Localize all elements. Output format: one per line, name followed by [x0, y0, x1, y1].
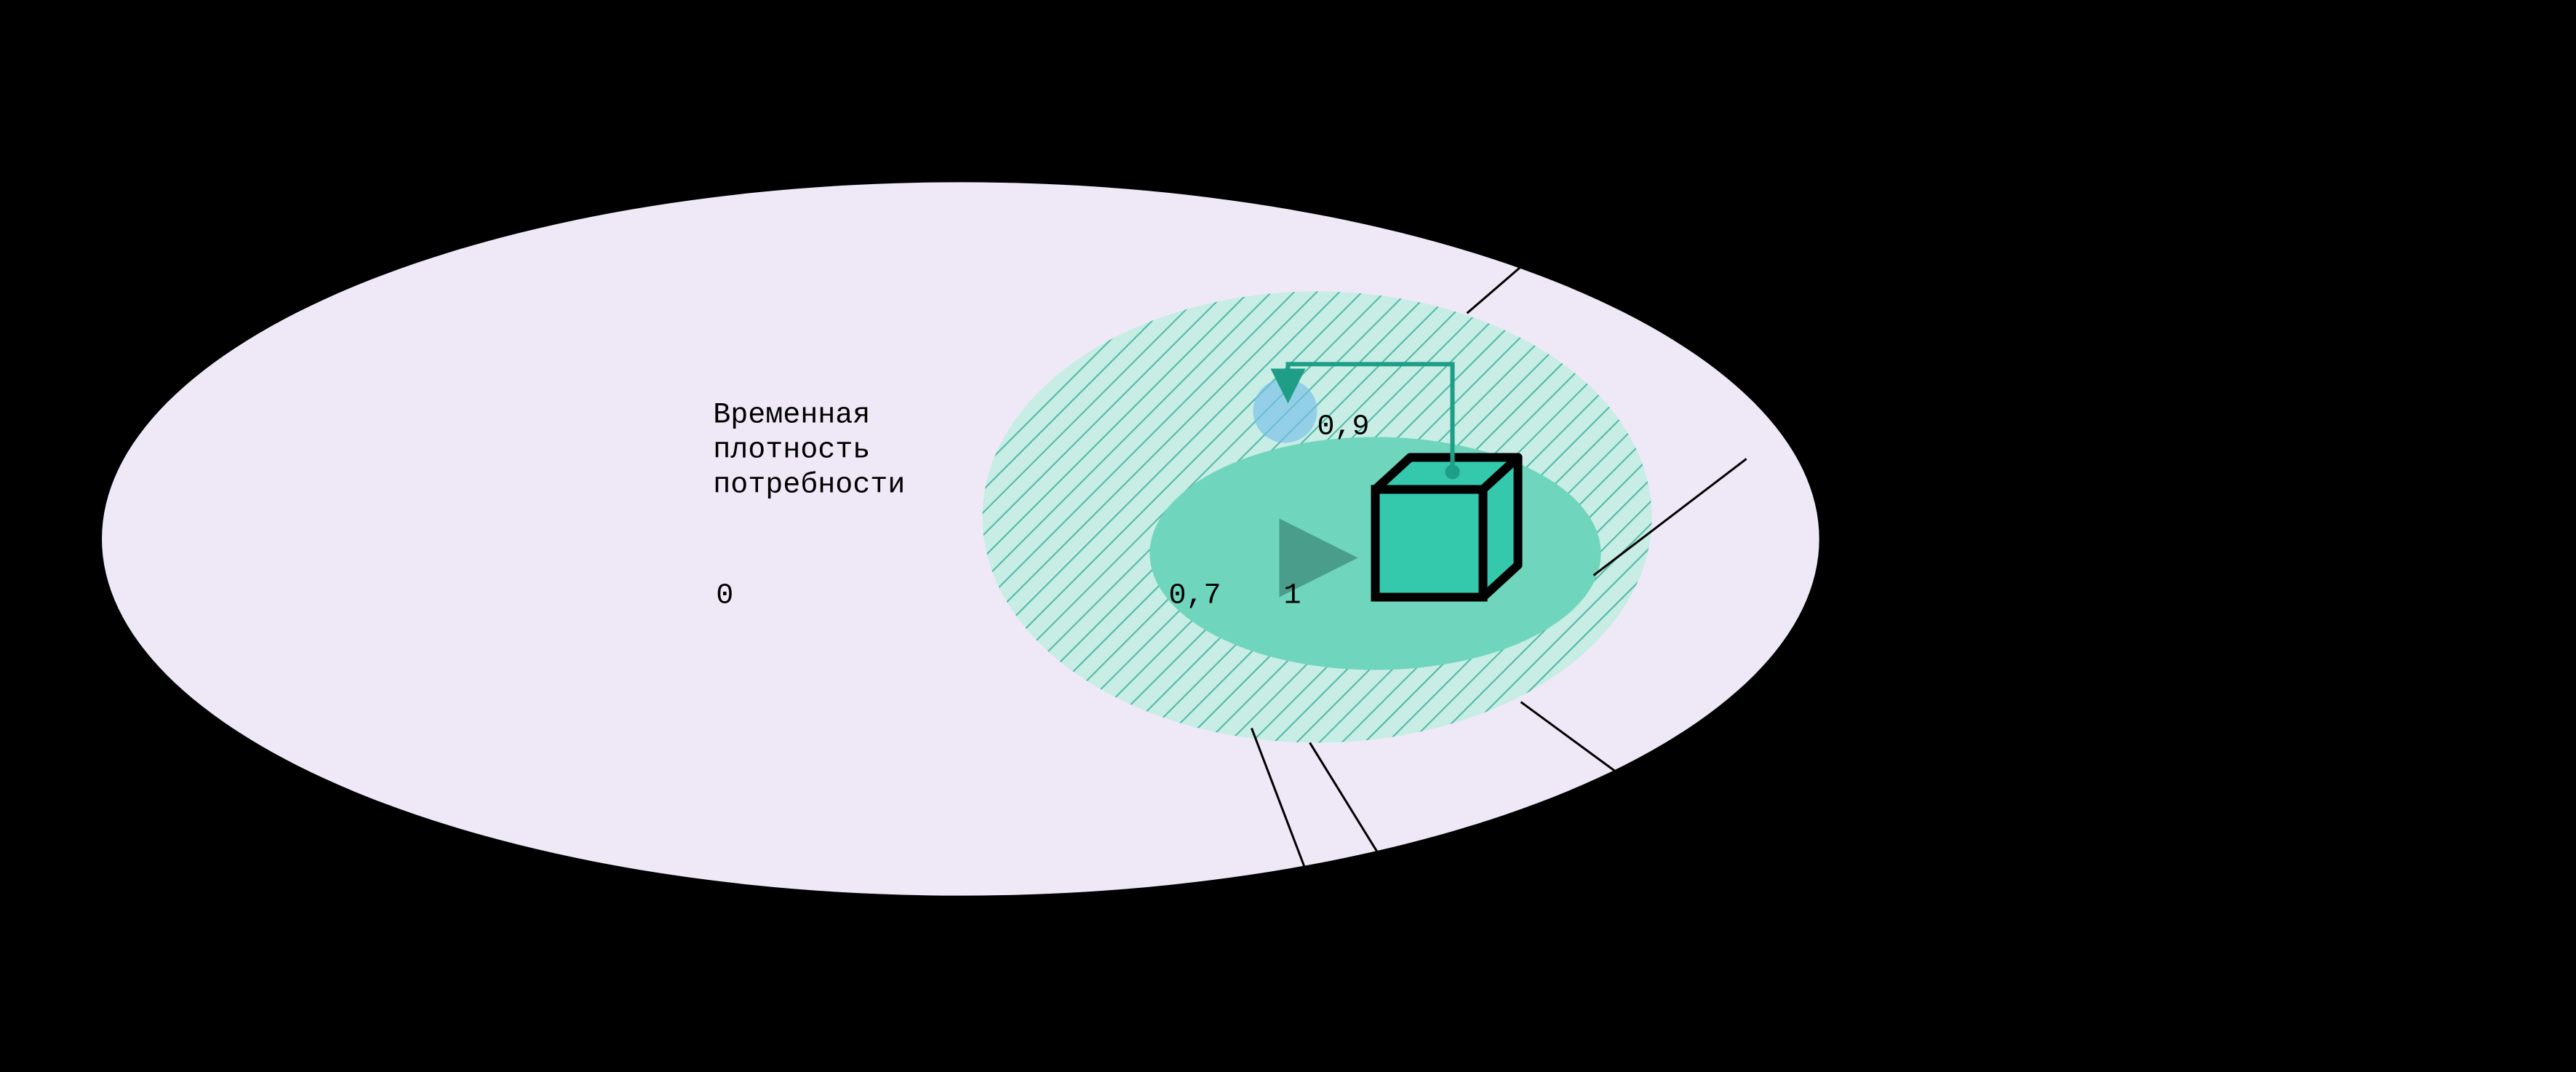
- value-1: 1: [1283, 580, 1301, 613]
- value-0-7: 0,7: [1168, 580, 1221, 613]
- small-blue-circle: [1253, 378, 1317, 442]
- value-zero: 0: [716, 580, 733, 613]
- density-title-l2: плотность: [713, 434, 870, 466]
- density-title-l1: Временная: [713, 399, 870, 432]
- cube-icon: [1376, 457, 1518, 597]
- value-0-9: 0,9: [1317, 410, 1370, 443]
- density-title-l3: потребности: [713, 469, 905, 501]
- diagram-canvas: Временная плотность потребности 0 0,7 1 …: [0, 0, 2576, 1072]
- diagram-svg: Временная плотность потребности 0 0,7 1 …: [0, 0, 2576, 1072]
